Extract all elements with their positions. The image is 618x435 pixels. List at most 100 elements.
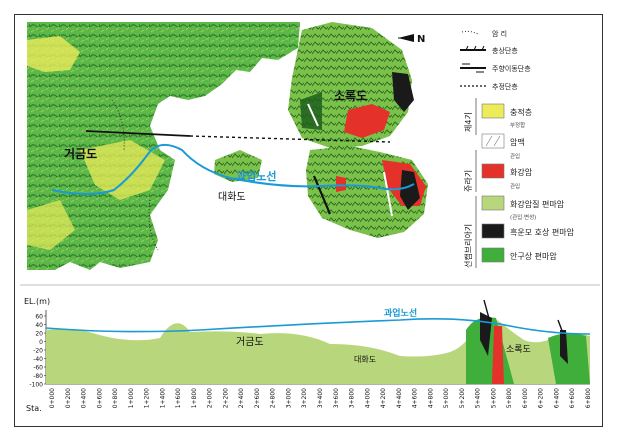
station-label: 5+200 xyxy=(459,388,466,408)
swatch-biotite-gneiss xyxy=(481,223,505,239)
thrust-fault-1 xyxy=(85,130,191,137)
station-label: 6+200 xyxy=(538,388,545,408)
period-precambrian: 선캠브리아기 xyxy=(463,224,473,268)
swatch-granitic-gneiss xyxy=(481,195,505,211)
legend-outcrop-label: 암 리 xyxy=(492,29,507,38)
y-tick-label: 60 xyxy=(35,314,43,321)
y-tick-label: -80 xyxy=(33,373,43,380)
station-label: 1+400 xyxy=(159,388,166,408)
geogeumdo-label: 거금도 xyxy=(64,146,97,161)
legend-dyke-note: 관입 xyxy=(510,152,520,160)
sorokdo-granite-small xyxy=(336,176,346,192)
legend-granite-label: 화강암 xyxy=(510,167,533,177)
station-label: 3+800 xyxy=(349,388,356,408)
geologic-map: 거금도 소록도 대화도 과업노선 N xyxy=(27,22,428,270)
station-label: 4+800 xyxy=(427,388,434,408)
station-label: 2+000 xyxy=(207,388,214,408)
profile-biotite-gneiss-2 xyxy=(560,330,568,364)
legend-dyke-label: 암맥 xyxy=(510,137,525,147)
outcrop-line-2 xyxy=(148,199,159,251)
station-label: 2+200 xyxy=(222,388,229,408)
swatch-dyke xyxy=(481,133,505,149)
legend-sediment-note: 부정합 xyxy=(510,121,525,129)
station-label: 5+000 xyxy=(443,388,450,408)
sorokdo-granite-north xyxy=(344,104,390,138)
station-label: 3+400 xyxy=(317,388,324,408)
profile-geogeumdo-label: 거금도 xyxy=(236,336,264,348)
period-quaternary: 제4기 xyxy=(464,112,473,132)
station-label: 4+600 xyxy=(412,388,419,408)
legend: 암 리 충상단층 주향이동단층 추정단층 제4기 쥬라기 선캠브리아기 충적층 … xyxy=(460,29,575,268)
profile-route-line xyxy=(45,318,591,335)
legend-strikeslip-label: 주향이동단층 xyxy=(492,64,531,73)
thrust-fault-3 xyxy=(383,171,393,217)
y-tick-label: -20 xyxy=(33,348,43,355)
profile-station-ticks: 0+000 0+200 0+400 0+600 0+800 1+000 1+200 1+400… xyxy=(49,388,592,408)
profile-sorokdo-label: 소록도 xyxy=(506,344,531,355)
station-label: 5+800 xyxy=(506,388,513,408)
daehwado-label: 대화도 xyxy=(218,191,246,203)
profile-xlabel: Sta. xyxy=(26,404,42,413)
station-label: 2+800 xyxy=(270,388,277,408)
station-label: 2+600 xyxy=(254,388,261,408)
station-label: 1+000 xyxy=(128,388,135,408)
outcrop-line xyxy=(111,99,125,151)
geogeumdo-sediment xyxy=(27,36,80,72)
station-label: 6+600 xyxy=(569,388,576,408)
profile-augen-gneiss-2 xyxy=(548,333,590,384)
geogeumdo-sediment-3 xyxy=(27,200,75,250)
route-label: 과업노선 xyxy=(236,169,276,183)
y-tick-label: -100 xyxy=(29,382,43,389)
legend-inferred-label: 추정단층 xyxy=(492,82,518,91)
legend-sediment-label: 충적층 xyxy=(510,107,532,117)
station-label: 4+000 xyxy=(364,388,371,408)
y-tick-label: -60 xyxy=(33,365,43,372)
profile-fault xyxy=(483,299,491,323)
legend-augen-gneiss-label: 안구상 편마암 xyxy=(510,251,557,261)
geogeumdo-sediment-2 xyxy=(80,140,165,200)
station-label: 5+400 xyxy=(475,388,482,408)
station-label: 5+600 xyxy=(490,388,497,408)
y-tick-label: -40 xyxy=(33,356,43,363)
cross-section-profile: EL.(m) Sta. 거금도 대화도 소록도 과업노선 6040200-20-… xyxy=(24,297,592,413)
station-label: 0+600 xyxy=(96,388,103,408)
profile-ylabel: EL.(m) xyxy=(24,297,50,306)
station-label: 1+200 xyxy=(144,388,151,408)
legend-granitic-gneiss-label: 화강암질 편마암 xyxy=(510,199,565,209)
y-tick-label: 20 xyxy=(35,331,43,338)
daehwado-islet xyxy=(214,150,262,182)
station-label: 0+000 xyxy=(49,388,56,408)
swatch-augen-gneiss xyxy=(481,247,505,263)
station-label: 2+400 xyxy=(238,388,245,408)
station-label: 0+200 xyxy=(65,388,72,408)
swatch-sediment xyxy=(481,103,505,119)
station-label: 1+800 xyxy=(191,388,198,408)
legend-thrust-label: 충상단층 xyxy=(492,46,518,55)
legend-granite-note: 관입 xyxy=(510,182,520,190)
thrust-fault-4 xyxy=(307,103,319,127)
north-arrow-icon: N xyxy=(398,34,425,45)
sorokdo-label: 소록도 xyxy=(334,88,367,103)
station-label: 6+400 xyxy=(553,388,560,408)
thrust-fault-2 xyxy=(312,175,332,215)
station-label: 4+400 xyxy=(396,388,403,408)
y-tick-label: 40 xyxy=(35,322,43,329)
period-jurassic: 쥬라기 xyxy=(464,170,473,192)
legend-line-items: 암 리 충상단층 주향이동단층 추정단층 xyxy=(460,29,531,91)
station-label: 1+600 xyxy=(175,388,182,408)
legend-units: 충적층 부정합 암맥 관입 화강암 관입 화강암질 편마암 (관입·변성) 흑운… xyxy=(481,103,575,263)
swatch-granite xyxy=(481,163,505,179)
station-label: 4+200 xyxy=(380,388,387,408)
profile-granite xyxy=(492,326,504,384)
route-line xyxy=(51,143,415,195)
profile-route-label: 과업노선 xyxy=(384,307,417,319)
station-label: 3+600 xyxy=(333,388,340,408)
profile-ground xyxy=(46,317,590,384)
sorokdo-biotite-south xyxy=(400,170,420,210)
svg-text:N: N xyxy=(417,34,425,45)
station-label: 3+200 xyxy=(301,388,308,408)
station-label: 6+000 xyxy=(522,388,529,408)
sorokdo-biotite-gneiss xyxy=(392,72,414,112)
